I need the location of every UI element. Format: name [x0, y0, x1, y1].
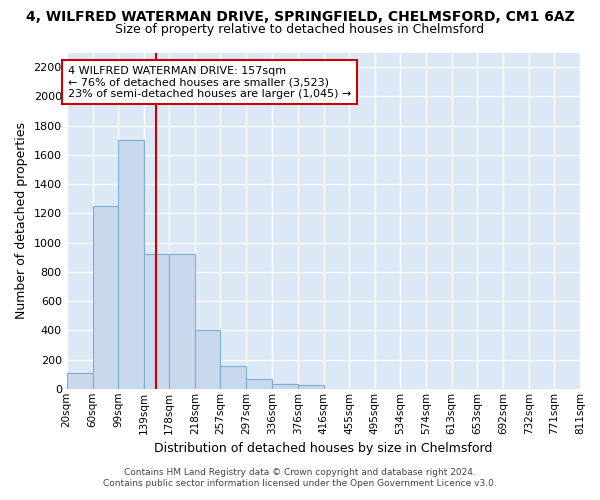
- Bar: [195, 330, 220, 389]
- X-axis label: Distribution of detached houses by size in Chelmsford: Distribution of detached houses by size …: [154, 442, 493, 455]
- Bar: [92, 206, 118, 389]
- Y-axis label: Number of detached properties: Number of detached properties: [15, 122, 28, 319]
- Text: Contains HM Land Registry data © Crown copyright and database right 2024.
Contai: Contains HM Land Registry data © Crown c…: [103, 468, 497, 487]
- Bar: [272, 384, 298, 389]
- Bar: [118, 140, 144, 389]
- Text: 4, WILFRED WATERMAN DRIVE, SPRINGFIELD, CHELMSFORD, CM1 6AZ: 4, WILFRED WATERMAN DRIVE, SPRINGFIELD, …: [26, 10, 574, 24]
- Text: 4 WILFRED WATERMAN DRIVE: 157sqm
← 76% of detached houses are smaller (3,523)
23: 4 WILFRED WATERMAN DRIVE: 157sqm ← 76% o…: [68, 66, 352, 99]
- Bar: [247, 380, 272, 389]
- Bar: [144, 254, 169, 389]
- Text: Size of property relative to detached houses in Chelmsford: Size of property relative to detached ho…: [115, 22, 485, 36]
- Bar: [298, 385, 323, 389]
- Bar: [67, 372, 92, 389]
- Bar: [169, 254, 195, 389]
- Bar: [220, 366, 247, 389]
